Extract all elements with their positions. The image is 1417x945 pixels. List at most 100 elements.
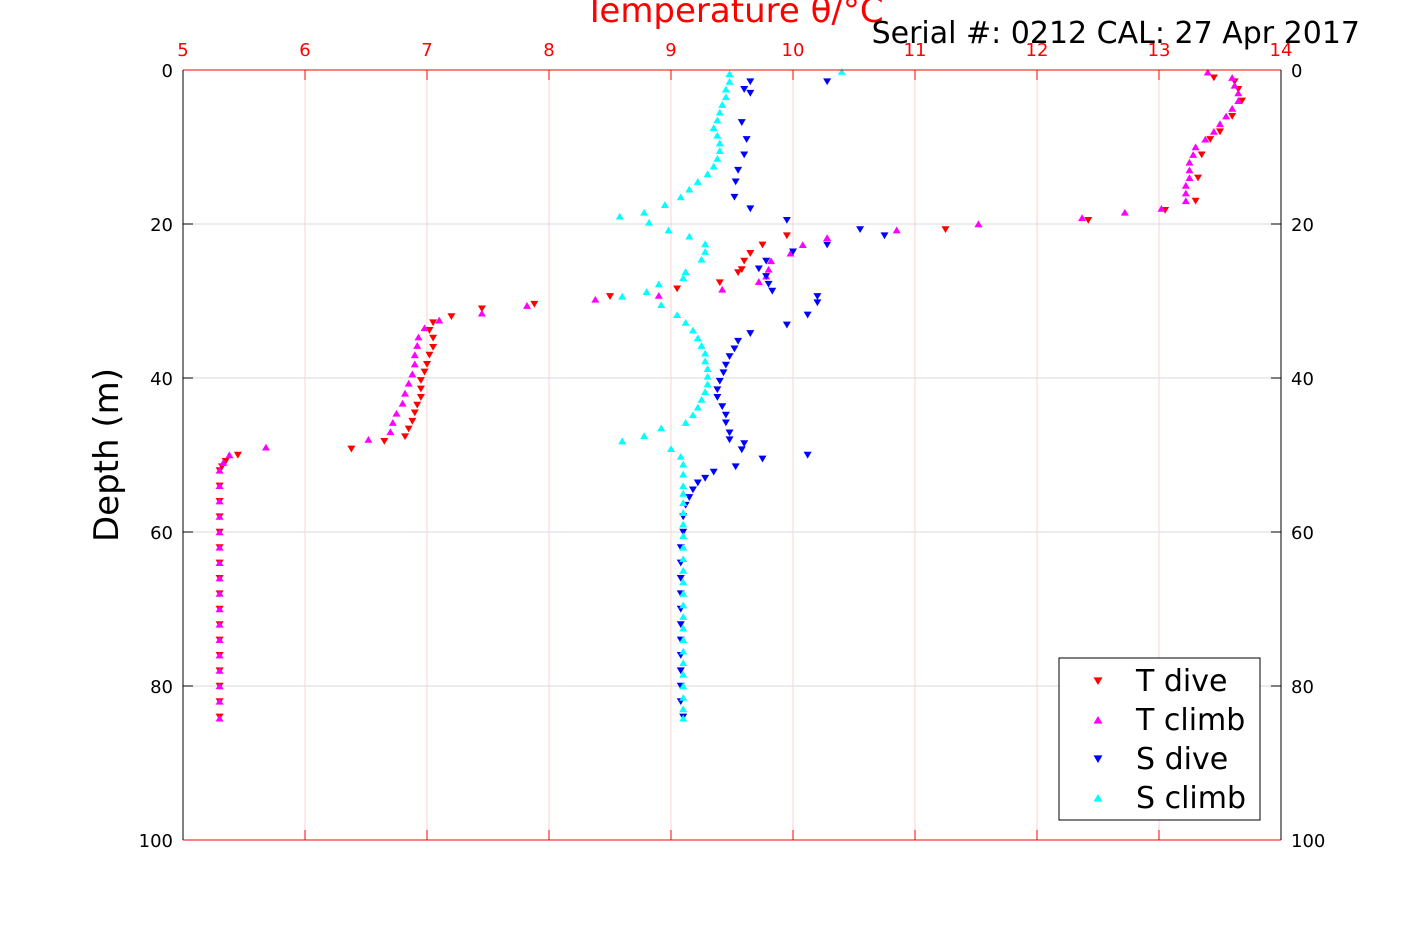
x-tick-label: 10 (782, 40, 805, 61)
data-point (803, 451, 812, 459)
data-point (642, 288, 651, 295)
data-point (404, 425, 413, 433)
data-point (688, 326, 697, 334)
x-tick-label: 11 (904, 40, 927, 61)
data-point (618, 292, 627, 300)
data-point (215, 651, 224, 659)
data-point (1181, 189, 1190, 197)
data-point (679, 693, 688, 701)
legend-markers (1093, 677, 1103, 802)
data-point (715, 147, 724, 155)
legend-marker (1093, 755, 1103, 764)
data-point (679, 532, 688, 540)
data-point (892, 226, 901, 234)
data-point (215, 714, 224, 722)
y-tick-label-left: 60 (150, 523, 173, 544)
data-point (974, 220, 983, 228)
data-point (725, 429, 734, 437)
data-point (410, 360, 419, 368)
data-point (215, 590, 224, 597)
data-point (679, 274, 688, 282)
data-point (261, 443, 270, 451)
data-point (730, 193, 739, 201)
data-point (701, 349, 710, 357)
data-point (679, 555, 688, 563)
data-point (715, 139, 724, 147)
data-point (435, 316, 444, 324)
data-point (688, 411, 697, 419)
data-point (215, 667, 224, 674)
data-point (713, 116, 722, 124)
data-point (758, 455, 767, 463)
data-point (1185, 166, 1194, 174)
data-point (679, 613, 688, 620)
data-point (721, 93, 730, 101)
data-point (215, 636, 224, 643)
data-points (215, 67, 1246, 722)
data-point (645, 218, 654, 226)
y-tick-label-right: 0 (1291, 61, 1302, 82)
data-point (725, 70, 734, 78)
data-point (679, 647, 688, 655)
data-point (215, 482, 224, 489)
grid (183, 70, 1281, 840)
series-s-dive (676, 78, 889, 721)
y-axis-label: Depth (m) (87, 368, 127, 542)
series-t-climb (215, 68, 1243, 722)
data-point (718, 403, 727, 411)
data-point (703, 380, 712, 388)
data-point (657, 424, 666, 432)
legend-marker (1093, 793, 1103, 802)
data-point (679, 482, 688, 489)
y-tick-label-right: 60 (1291, 523, 1314, 544)
data-point (681, 268, 690, 275)
data-point (762, 257, 771, 265)
data-point (386, 428, 395, 436)
data-point (718, 101, 727, 108)
data-point (679, 543, 688, 551)
data-point (215, 620, 224, 628)
data-point (725, 436, 734, 444)
legend: T dive T climb S dive S climb (1058, 657, 1261, 821)
data-point (721, 419, 730, 427)
y-tick-label-left: 100 (139, 831, 173, 852)
data-point (681, 318, 690, 326)
x-tick-label: 6 (299, 40, 310, 61)
data-point (703, 365, 712, 372)
data-point (414, 333, 423, 341)
data-point (768, 287, 777, 295)
data-point (685, 232, 694, 240)
data-point (746, 89, 755, 97)
data-point (681, 419, 690, 426)
data-point (523, 302, 532, 309)
data-point (679, 705, 688, 713)
legend-label-s-climb: S climb (1136, 781, 1246, 816)
data-point (679, 601, 688, 609)
data-point (701, 474, 710, 482)
data-point (734, 337, 743, 345)
data-point (640, 208, 649, 216)
data-point (1216, 128, 1224, 136)
data-point (703, 372, 712, 380)
data-point (1234, 97, 1243, 104)
legend-label-t-dive: T dive (1135, 664, 1227, 699)
data-point (392, 409, 401, 417)
data-point (679, 470, 688, 478)
data-point (740, 440, 749, 448)
data-point (215, 559, 224, 566)
x-tick-label: 12 (1026, 40, 1049, 61)
data-point (709, 124, 718, 131)
data-point (477, 305, 486, 313)
data-point (591, 295, 600, 303)
data-point (679, 624, 688, 632)
data-point (429, 319, 438, 327)
data-point (640, 432, 649, 439)
data-point (679, 578, 688, 586)
data-point (410, 409, 419, 417)
data-point (740, 86, 749, 93)
data-point (615, 212, 624, 220)
x-tick-label: 5 (177, 40, 188, 61)
data-point (718, 285, 727, 293)
data-point (618, 437, 627, 445)
data-point (233, 451, 242, 459)
